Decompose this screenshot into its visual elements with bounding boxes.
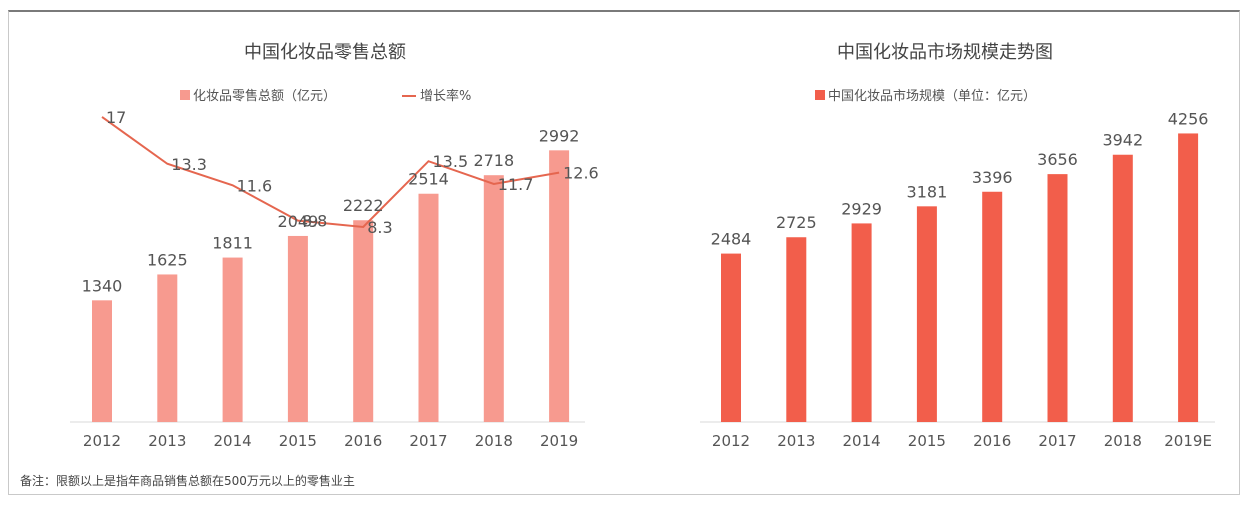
right-legend-bar-swatch <box>815 90 825 100</box>
left-line-value-label: 13.3 <box>171 155 207 174</box>
left-bar-value-label: 2514 <box>408 170 449 189</box>
left-bar-2015 <box>287 235 308 422</box>
left-bar-2019 <box>549 150 570 422</box>
left-bar-value-label: 2222 <box>343 196 384 215</box>
left-bar-2017 <box>418 193 439 422</box>
right-chart-title: 中国化妆品市场规模走势图 <box>837 42 1053 63</box>
right-bar-value-label: 3656 <box>1037 150 1078 169</box>
left-bar-2013 <box>157 274 178 422</box>
left-bar-2016 <box>353 220 374 422</box>
right-bar-2017 <box>1047 174 1068 422</box>
right-bar-2013 <box>786 237 807 422</box>
left-x-tick-label: 2017 <box>409 432 447 450</box>
left-line-value-label: 8.3 <box>367 218 392 237</box>
left-line-value-label: 13.5 <box>433 152 469 171</box>
right-x-tick-label: 2019E <box>1164 432 1212 450</box>
left-bar-2018 <box>483 175 504 422</box>
left-bar-2014 <box>222 257 243 422</box>
right-bar-value-label: 3942 <box>1102 131 1143 150</box>
right-legend-bar-label: 中国化妆品市场规模（单位：亿元） <box>828 88 1036 104</box>
left-legend-line-label: 增长率% <box>420 88 471 104</box>
right-bar-value-label: 3181 <box>907 182 948 201</box>
left-line-value-label: 11.7 <box>498 175 534 194</box>
left-x-tick-label: 2012 <box>83 432 121 450</box>
right-bar-2019E <box>1178 133 1199 422</box>
right-bar-2018 <box>1112 154 1133 422</box>
right-x-tick-label: 2012 <box>712 432 750 450</box>
left-bar-2012 <box>92 300 112 422</box>
left-line-value-label: 17 <box>106 108 126 127</box>
left-line-value-label: 12.6 <box>563 164 599 183</box>
left-legend-bar-swatch <box>180 90 190 100</box>
right-bar-2012 <box>721 253 741 422</box>
right-bar-2016 <box>982 191 1003 422</box>
left-legend-bar-label: 化妆品零售总额（亿元） <box>193 88 336 104</box>
right-bar-value-label: 2929 <box>841 199 882 218</box>
left-bar-value-label: 2992 <box>539 126 580 145</box>
left-growth-line <box>101 116 560 229</box>
left-line-value-label: 8.8 <box>302 212 327 231</box>
right-bar-value-label: 2484 <box>711 230 752 249</box>
left-bar-value-label: 2718 <box>473 151 514 170</box>
left-x-tick-label: 2014 <box>214 432 252 450</box>
right-bar-value-label: 3396 <box>972 168 1013 187</box>
right-x-tick-label: 2014 <box>843 432 881 450</box>
figure-frame <box>8 10 1240 495</box>
right-x-tick-label: 2013 <box>777 432 815 450</box>
left-x-tick-label: 2015 <box>279 432 317 450</box>
right-x-tick-label: 2017 <box>1038 432 1076 450</box>
right-x-tick-label: 2015 <box>908 432 946 450</box>
left-bar-value-label: 1811 <box>212 234 253 253</box>
left-x-tick-label: 2013 <box>148 432 186 450</box>
left-x-tick-label: 2019 <box>540 432 578 450</box>
left-chart-title: 中国化妆品零售总额 <box>244 42 406 63</box>
left-x-tick-label: 2018 <box>475 432 513 450</box>
left-line-value-label: 11.6 <box>237 176 273 195</box>
left-bar-value-label: 2049 <box>278 212 319 231</box>
right-x-tick-label: 2018 <box>1104 432 1142 450</box>
left-bar-value-label: 1340 <box>82 276 123 295</box>
left-x-tick-label: 2016 <box>344 432 382 450</box>
right-bar-2015 <box>916 206 937 422</box>
left-bar-value-label: 1625 <box>147 250 188 269</box>
right-bar-value-label: 4256 <box>1168 109 1209 128</box>
right-x-tick-label: 2016 <box>973 432 1011 450</box>
footnote: 备注：限额以上是指年商品销售总额在500万元以上的零售业主 <box>20 474 355 488</box>
right-bar-value-label: 2725 <box>776 213 817 232</box>
right-bar-2014 <box>851 223 872 422</box>
